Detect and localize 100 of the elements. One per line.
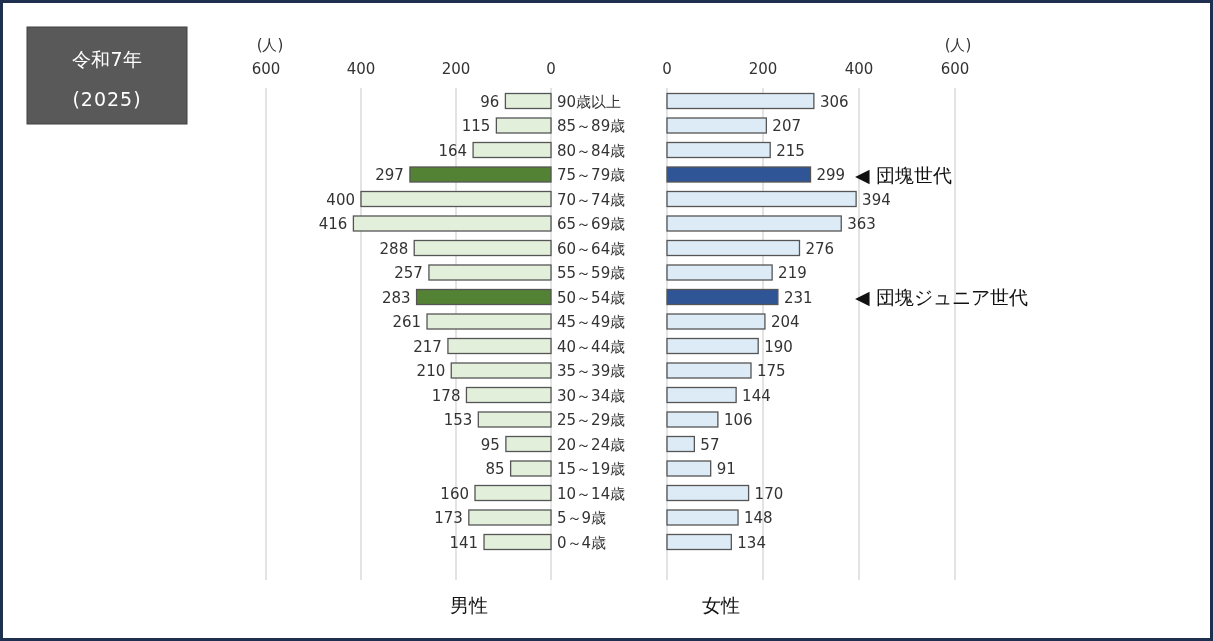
bar xyxy=(360,190,552,208)
bar xyxy=(509,460,552,477)
data-label: 231 xyxy=(783,288,813,307)
bar xyxy=(666,141,771,159)
data-label: 85 xyxy=(485,460,505,478)
x-tick-label: 400 xyxy=(346,60,376,78)
bar xyxy=(666,460,712,477)
bar xyxy=(409,166,552,183)
data-label: 160 xyxy=(440,484,469,503)
bar xyxy=(413,239,552,257)
data-label: 115 xyxy=(461,117,491,135)
data-label: 148 xyxy=(744,509,773,527)
y-tick-label: 75～79歳 xyxy=(557,166,626,184)
data-label: 144 xyxy=(742,386,771,405)
y-tick-label: 15～19歳 xyxy=(557,460,626,478)
y-tick-label: 0～4歳 xyxy=(557,533,607,552)
data-label: 299 xyxy=(816,166,846,184)
y-tick-label: 90歳以上 xyxy=(557,92,622,111)
data-label: 416 xyxy=(318,215,348,233)
x-tick-label: 0 xyxy=(546,60,556,78)
y-tick-label: 65～69歳 xyxy=(557,215,626,233)
bar xyxy=(352,215,552,232)
bar xyxy=(450,362,552,379)
data-label: 141 xyxy=(449,533,479,552)
bar xyxy=(477,411,552,428)
data-label: 219 xyxy=(778,264,807,282)
data-label: 170 xyxy=(754,484,784,503)
bar xyxy=(666,533,732,551)
y-tick-label: 85～89歳 xyxy=(557,117,626,135)
y-tick-label: 30～34歳 xyxy=(557,386,626,405)
bar xyxy=(666,313,766,330)
data-label: 297 xyxy=(375,166,404,184)
text: (人) xyxy=(944,36,972,54)
y-tick-label: 45～49歳 xyxy=(557,313,626,331)
text: (人) xyxy=(256,36,284,54)
bar xyxy=(666,337,759,355)
y-tick-label: 5～9歳 xyxy=(557,509,607,527)
bar xyxy=(472,141,552,159)
x-tick-label: 0 xyxy=(662,60,672,78)
y-tick-label: 80～84歳 xyxy=(557,141,626,160)
data-label: 210 xyxy=(416,362,446,380)
x-axis-title: 女性 xyxy=(702,594,740,616)
data-label: 207 xyxy=(772,117,801,135)
data-label: 363 xyxy=(847,215,876,233)
annotation: ◀ 団塊世代 xyxy=(855,163,952,186)
bar xyxy=(447,337,552,355)
data-label: 394 xyxy=(862,190,891,209)
data-label: 215 xyxy=(776,141,805,160)
bar xyxy=(666,239,801,257)
data-label: 134 xyxy=(737,533,766,552)
bar xyxy=(666,92,815,110)
y-tick-label: 35～39歳 xyxy=(557,362,626,380)
bar xyxy=(426,313,552,330)
bar xyxy=(666,215,842,232)
x-tick-label: 600 xyxy=(251,60,281,78)
text: (2025) xyxy=(72,88,142,110)
bar xyxy=(666,435,696,453)
data-label: 178 xyxy=(431,386,461,405)
y-tick-label: 70～74歳 xyxy=(557,190,626,209)
data-label: 257 xyxy=(394,264,423,282)
annotation: ◀ 団塊ジュニア世代 xyxy=(855,286,1028,308)
bar xyxy=(505,435,552,453)
bar xyxy=(666,362,752,379)
bar xyxy=(666,386,737,404)
x-tick-label: 400 xyxy=(844,60,874,78)
bar xyxy=(666,484,750,502)
data-label: 173 xyxy=(434,509,463,527)
bar xyxy=(504,92,552,110)
y-tick-label: 10～14歳 xyxy=(557,484,626,503)
y-tick-label: 25～29歳 xyxy=(557,411,626,429)
data-label: 96 xyxy=(480,92,500,111)
data-label: 276 xyxy=(805,239,835,258)
x-tick-label: 200 xyxy=(748,60,778,78)
x-axis-title: 男性 xyxy=(449,594,488,616)
bar xyxy=(666,288,779,306)
data-label: 175 xyxy=(757,362,786,380)
y-tick-label: 40～44歳 xyxy=(557,337,626,356)
data-label: 261 xyxy=(392,313,422,331)
data-label: 306 xyxy=(819,92,849,111)
y-tick-label: 55～59歳 xyxy=(557,264,626,282)
bar xyxy=(666,117,768,134)
data-label: 153 xyxy=(443,411,473,429)
bar xyxy=(483,533,552,551)
data-label: 190 xyxy=(764,337,793,356)
data-label: 217 xyxy=(413,337,442,356)
x-tick-label: 200 xyxy=(441,60,471,78)
bar xyxy=(465,386,552,404)
bar xyxy=(474,484,552,502)
bar xyxy=(415,288,552,306)
y-tick-label: 20～24歳 xyxy=(557,435,626,454)
bar xyxy=(666,509,739,526)
data-label: 288 xyxy=(379,239,409,258)
data-label: 95 xyxy=(480,435,500,454)
data-label: 400 xyxy=(326,190,355,209)
bar xyxy=(495,117,552,134)
data-label: 91 xyxy=(716,460,736,478)
data-label: 283 xyxy=(381,288,411,307)
y-tick-label: 60～64歳 xyxy=(557,239,626,258)
data-label: 57 xyxy=(700,435,720,454)
bar xyxy=(428,264,552,281)
